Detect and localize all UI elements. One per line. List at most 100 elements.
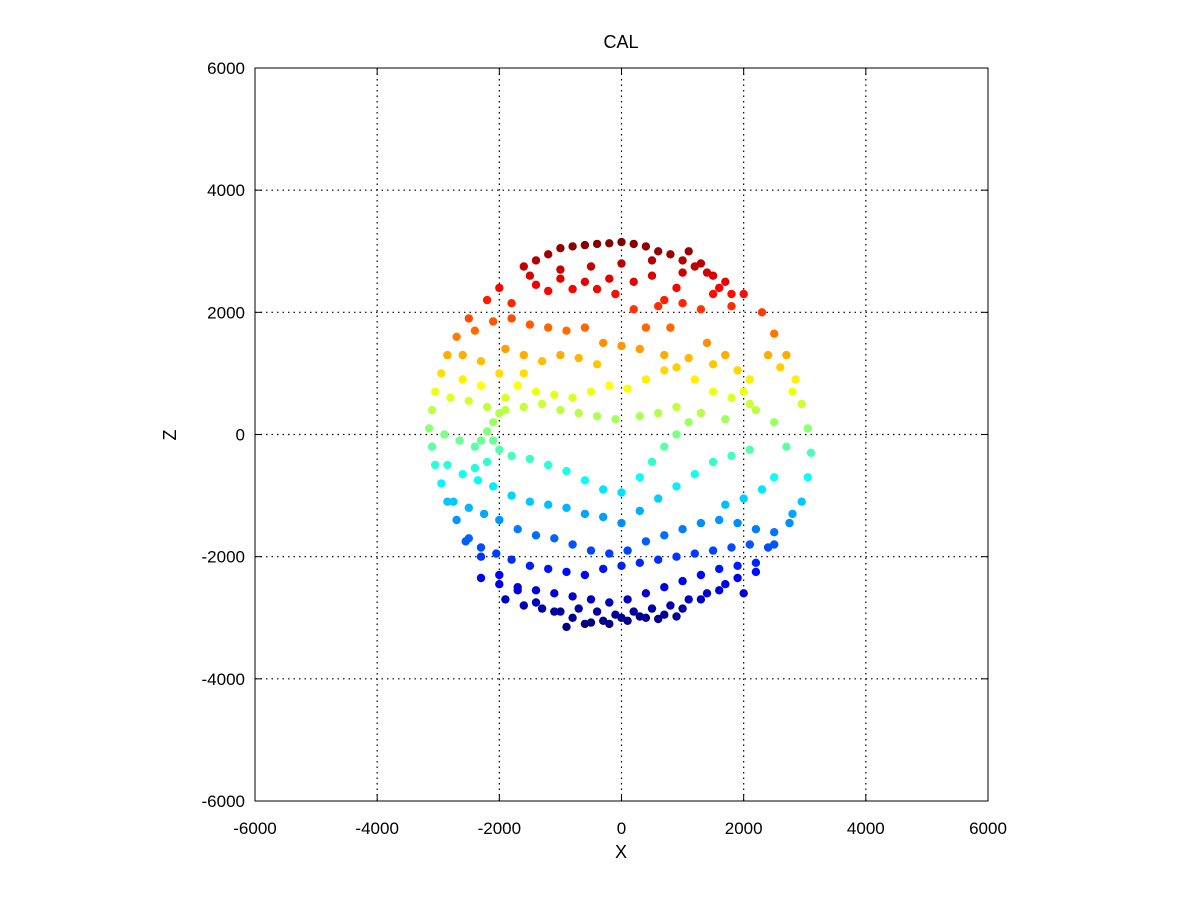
data-point <box>684 595 693 604</box>
data-point <box>443 497 452 506</box>
data-point <box>519 350 528 360</box>
data-point <box>708 546 718 555</box>
data-point <box>525 561 535 570</box>
data-point <box>513 381 522 390</box>
data-point <box>733 573 742 583</box>
data-point <box>562 326 571 335</box>
data-point <box>489 482 498 491</box>
data-point <box>495 570 504 580</box>
data-point <box>592 284 602 294</box>
data-point <box>501 393 510 402</box>
data-point <box>647 271 657 280</box>
data-point <box>473 476 483 485</box>
data-point <box>568 592 577 601</box>
data-point <box>672 482 681 491</box>
data-point <box>666 601 675 610</box>
data-point <box>599 338 608 348</box>
data-point <box>556 350 565 360</box>
data-point <box>641 589 651 598</box>
data-point <box>556 244 565 253</box>
data-point <box>492 549 501 558</box>
data-point <box>580 476 590 485</box>
data-point <box>678 525 687 534</box>
data-point <box>544 460 553 470</box>
data-point <box>476 381 486 390</box>
data-point <box>495 445 504 454</box>
data-point <box>721 500 730 509</box>
x-tick-label: 6000 <box>969 819 1007 838</box>
data-point <box>751 558 761 567</box>
data-point <box>437 369 446 378</box>
data-point <box>544 500 553 509</box>
data-point <box>727 543 736 552</box>
data-point <box>586 262 596 271</box>
y-tick-label: 2000 <box>207 303 245 322</box>
data-point <box>525 454 535 464</box>
data-point <box>537 357 547 366</box>
data-point <box>745 540 754 549</box>
data-point <box>654 494 663 503</box>
data-point <box>635 412 644 421</box>
data-point <box>574 408 583 418</box>
data-point <box>592 360 602 369</box>
data-point <box>629 305 638 314</box>
data-point <box>708 360 718 369</box>
data-point <box>556 405 565 415</box>
y-tick-label: -2000 <box>202 548 245 567</box>
data-point <box>495 515 504 525</box>
data-point <box>507 314 516 323</box>
data-point <box>708 289 718 299</box>
data-points <box>424 237 816 632</box>
data-point <box>489 317 498 326</box>
data-point <box>556 265 565 274</box>
x-tick-label: -6000 <box>233 819 276 838</box>
data-point <box>641 323 651 332</box>
data-point <box>476 573 486 583</box>
y-tick-label: -4000 <box>202 670 245 689</box>
data-point <box>641 537 651 546</box>
data-point <box>531 387 541 396</box>
data-point <box>489 436 498 445</box>
data-point <box>654 408 663 418</box>
x-tick-label: 0 <box>617 819 626 838</box>
data-point <box>770 418 779 427</box>
data-point <box>641 242 651 251</box>
data-point <box>470 463 480 473</box>
data-point <box>733 561 742 570</box>
data-point <box>513 525 522 534</box>
data-point <box>690 375 699 384</box>
data-point <box>568 540 577 549</box>
data-point <box>556 607 565 616</box>
data-point <box>672 363 681 372</box>
data-point <box>684 353 693 363</box>
y-tick-label: 4000 <box>207 181 245 200</box>
data-point <box>617 561 626 570</box>
data-point <box>727 451 736 461</box>
data-point <box>678 604 687 613</box>
data-point <box>782 442 791 451</box>
data-point <box>531 598 541 607</box>
y-tick-label: 0 <box>236 426 245 445</box>
data-point <box>715 586 724 595</box>
data-point <box>562 503 571 512</box>
data-point <box>788 509 797 519</box>
data-point <box>702 338 712 348</box>
data-point <box>568 242 577 251</box>
data-point <box>455 436 464 445</box>
data-point <box>592 239 602 249</box>
data-point <box>690 549 699 558</box>
data-point <box>458 375 467 384</box>
y-tick-labels: -6000 -4000 -2000 0 2000 4000 6000 <box>202 59 245 811</box>
data-point <box>580 509 590 519</box>
data-point <box>531 531 541 540</box>
data-point <box>531 280 541 289</box>
data-point <box>592 412 602 421</box>
x-tick-label: -4000 <box>355 819 398 838</box>
data-point <box>599 616 608 625</box>
data-point <box>635 558 644 567</box>
data-point <box>562 622 571 632</box>
data-point <box>745 445 754 454</box>
data-point <box>476 357 486 366</box>
data-point <box>715 564 724 574</box>
